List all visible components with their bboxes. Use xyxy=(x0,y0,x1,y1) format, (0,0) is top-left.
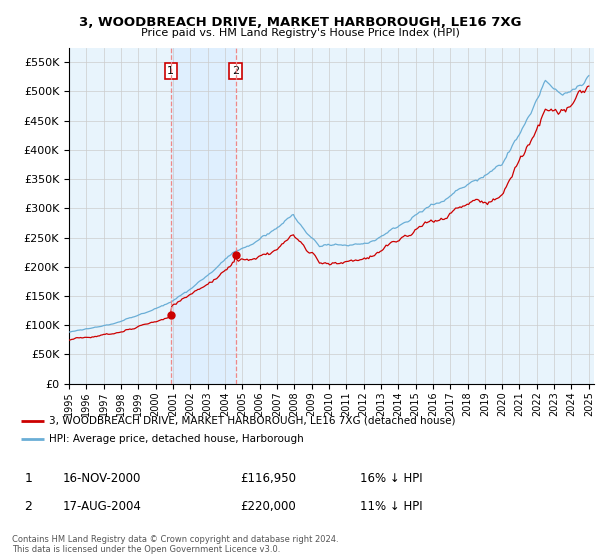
Text: £116,950: £116,950 xyxy=(240,472,296,486)
Text: 16-NOV-2000: 16-NOV-2000 xyxy=(63,472,142,486)
Text: 17-AUG-2004: 17-AUG-2004 xyxy=(63,500,142,514)
Text: £220,000: £220,000 xyxy=(240,500,296,514)
Text: 2: 2 xyxy=(232,66,239,76)
Text: 16% ↓ HPI: 16% ↓ HPI xyxy=(360,472,422,486)
Text: 3, WOODBREACH DRIVE, MARKET HARBOROUGH, LE16 7XG: 3, WOODBREACH DRIVE, MARKET HARBOROUGH, … xyxy=(79,16,521,29)
Text: 2: 2 xyxy=(25,500,32,514)
Text: HPI: Average price, detached house, Harborough: HPI: Average price, detached house, Harb… xyxy=(49,434,304,444)
Bar xyxy=(171,48,236,384)
Text: 11% ↓ HPI: 11% ↓ HPI xyxy=(360,500,422,514)
Text: Price paid vs. HM Land Registry's House Price Index (HPI): Price paid vs. HM Land Registry's House … xyxy=(140,28,460,38)
Text: 3, WOODBREACH DRIVE, MARKET HARBOROUGH, LE16 7XG (detached house): 3, WOODBREACH DRIVE, MARKET HARBOROUGH, … xyxy=(49,416,456,426)
Text: 1: 1 xyxy=(25,472,32,486)
Text: Contains HM Land Registry data © Crown copyright and database right 2024.
This d: Contains HM Land Registry data © Crown c… xyxy=(12,535,338,554)
Text: 1: 1 xyxy=(167,66,174,76)
